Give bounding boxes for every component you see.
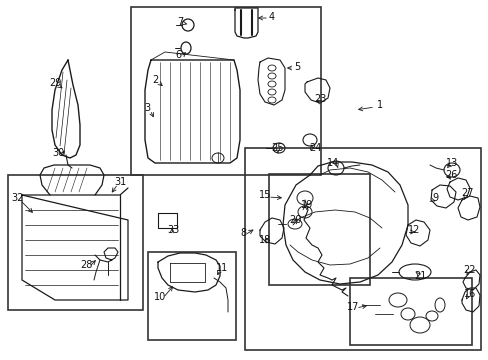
Bar	[8, 175, 142, 310]
Text: 20: 20	[288, 215, 301, 225]
Text: 33: 33	[166, 225, 179, 235]
Text: 11: 11	[215, 263, 228, 273]
Text: 32: 32	[11, 193, 23, 203]
Text: 29: 29	[49, 78, 61, 88]
Text: 21: 21	[413, 271, 426, 281]
Text: 28: 28	[80, 260, 92, 270]
Text: 3: 3	[143, 103, 150, 113]
Text: 19: 19	[300, 200, 312, 210]
Bar	[268, 174, 369, 285]
Text: 26: 26	[444, 170, 456, 180]
Text: 24: 24	[308, 143, 321, 153]
Text: 30: 30	[52, 148, 64, 158]
Text: 22: 22	[463, 265, 475, 275]
Text: 27: 27	[461, 188, 473, 198]
Text: 12: 12	[407, 225, 419, 235]
Text: 18: 18	[258, 235, 270, 245]
Text: 4: 4	[268, 12, 274, 22]
Text: 15: 15	[258, 190, 271, 200]
Text: 23: 23	[313, 94, 325, 104]
Bar	[131, 7, 320, 175]
Text: 7: 7	[177, 17, 183, 27]
Text: 5: 5	[293, 62, 300, 72]
Bar	[244, 148, 480, 350]
Text: 25: 25	[271, 143, 284, 153]
Text: 8: 8	[240, 228, 245, 238]
Text: 2: 2	[152, 75, 158, 85]
Bar	[148, 252, 236, 340]
Text: 16: 16	[463, 289, 475, 299]
Bar	[349, 278, 471, 345]
Text: 6: 6	[175, 50, 181, 60]
Text: 1: 1	[376, 100, 382, 110]
Text: 17: 17	[346, 302, 359, 312]
Text: 10: 10	[154, 292, 166, 302]
Text: 13: 13	[445, 158, 457, 168]
Text: 31: 31	[114, 177, 126, 187]
Text: 14: 14	[326, 158, 339, 168]
Text: 9: 9	[431, 193, 437, 203]
